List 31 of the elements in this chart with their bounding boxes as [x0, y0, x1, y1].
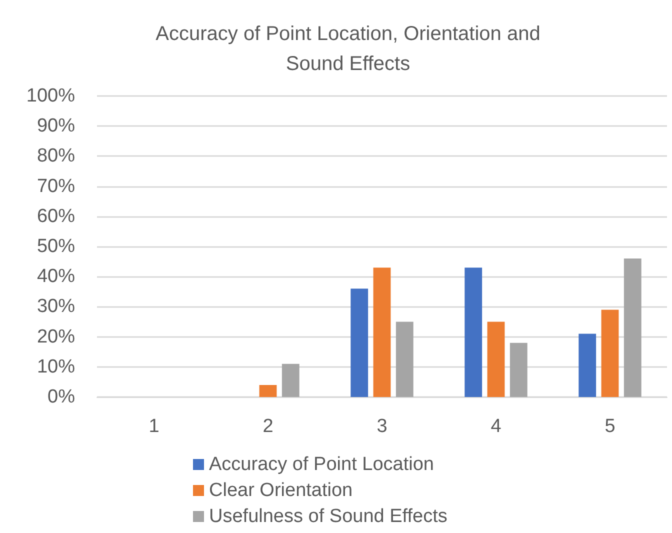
- bar: [487, 322, 505, 397]
- bar: [350, 288, 368, 397]
- bar: [373, 268, 391, 397]
- legend-label: Usefulness of Sound Effects: [209, 506, 448, 527]
- x-tick-label: 1: [148, 416, 160, 437]
- x-tick-label: 4: [490, 416, 502, 437]
- y-tick-label: 60%: [36, 206, 76, 227]
- y-tick-label: 80%: [36, 146, 76, 167]
- y-tick-label: 90%: [36, 116, 76, 137]
- y-tick-label: 30%: [36, 296, 76, 318]
- bar: [464, 268, 482, 397]
- x-tick-label: 3: [376, 416, 388, 437]
- y-tick-label: 100%: [26, 86, 76, 106]
- legend-label: Accuracy of Point Location: [209, 454, 434, 475]
- x-tick-label: 5: [604, 416, 616, 437]
- bar: [282, 364, 300, 397]
- y-tick-label: 10%: [36, 356, 76, 378]
- bar: [396, 322, 414, 397]
- y-tick-label: 20%: [36, 326, 76, 348]
- x-tick-label: 2: [262, 416, 274, 437]
- y-tick-label: 40%: [36, 266, 76, 288]
- legend-label: Clear Orientation: [209, 480, 353, 501]
- bar: [578, 334, 596, 397]
- bar: [259, 384, 277, 397]
- y-tick-label: 70%: [36, 176, 76, 197]
- bar: [510, 342, 528, 397]
- bar: [601, 310, 619, 397]
- chart-title: Accuracy of Point Location, Orientation and Sound Effects: [156, 23, 540, 75]
- y-tick-label: 50%: [36, 236, 76, 257]
- bar: [624, 258, 642, 397]
- y-tick-label: 0%: [48, 386, 76, 408]
